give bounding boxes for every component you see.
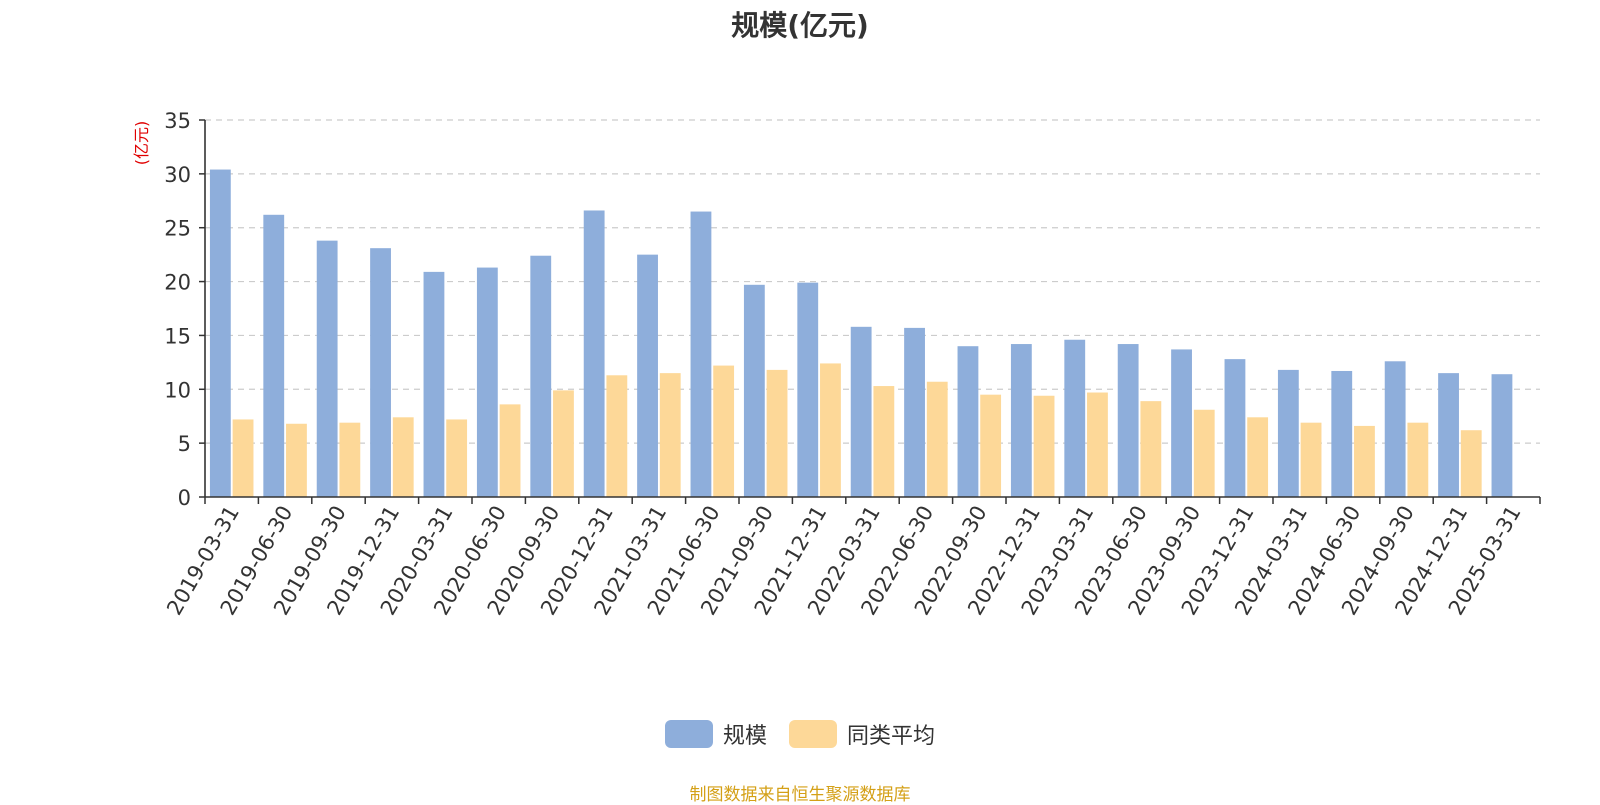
- bar-average[interactable]: [232, 419, 254, 497]
- y-tick-label: 35: [164, 109, 191, 133]
- bar-scale[interactable]: [743, 284, 765, 497]
- bar-scale[interactable]: [530, 255, 552, 497]
- bar-scale[interactable]: [637, 254, 658, 497]
- bar-scale[interactable]: [1438, 373, 1459, 497]
- bar-average[interactable]: [1193, 409, 1215, 497]
- legend-label-scale: 规模: [722, 724, 767, 749]
- legend-swatch-average: [789, 720, 837, 748]
- bar-scale[interactable]: [957, 346, 979, 497]
- y-tick-label: 30: [164, 163, 191, 187]
- bar-scale[interactable]: [1010, 344, 1032, 497]
- bar-average[interactable]: [286, 423, 307, 497]
- bar-scale[interactable]: [1277, 369, 1299, 497]
- y-tick-label: 25: [164, 217, 191, 241]
- legend-item-average[interactable]: 同类平均: [789, 718, 935, 750]
- bar-scale[interactable]: [423, 271, 445, 497]
- bar-average[interactable]: [1087, 392, 1108, 497]
- y-tick-label: 20: [164, 271, 191, 295]
- y-tick-label: 10: [164, 378, 191, 402]
- bar-average[interactable]: [766, 369, 788, 497]
- bar-scale[interactable]: [583, 210, 605, 498]
- bars: [209, 169, 1513, 498]
- legend-swatch-scale: [664, 720, 713, 748]
- bar-scale[interactable]: [263, 214, 285, 497]
- legend-label-average: 同类平均: [847, 724, 936, 749]
- bar-average[interactable]: [553, 390, 574, 497]
- bar-average[interactable]: [1247, 417, 1269, 497]
- bar-chart: 051015202530352019-03-312019-06-302019-0…: [132, 109, 1541, 619]
- bar-scale[interactable]: [1384, 361, 1406, 497]
- bar-average[interactable]: [659, 373, 681, 497]
- bar-average[interactable]: [1354, 425, 1375, 497]
- bar-average[interactable]: [713, 365, 735, 497]
- y-tick-label: 0: [178, 486, 191, 510]
- bar-average[interactable]: [499, 404, 521, 497]
- bar-average[interactable]: [606, 375, 628, 497]
- bar-scale[interactable]: [850, 326, 872, 497]
- legend-item-scale[interactable]: 规模: [664, 718, 767, 750]
- bar-average[interactable]: [339, 422, 361, 497]
- bar-scale[interactable]: [370, 248, 391, 497]
- bar-average[interactable]: [1300, 422, 1322, 497]
- bar-average[interactable]: [1460, 430, 1482, 497]
- bar-average[interactable]: [392, 417, 414, 497]
- bar-scale[interactable]: [904, 327, 925, 497]
- bar-scale[interactable]: [476, 267, 498, 497]
- y-tick-label: 15: [164, 324, 191, 348]
- bar-scale[interactable]: [690, 211, 712, 498]
- bar-average[interactable]: [873, 386, 895, 497]
- y-axis-label: (亿元): [132, 121, 151, 166]
- bar-average[interactable]: [1140, 401, 1162, 497]
- bar-scale[interactable]: [1064, 339, 1086, 497]
- bar-scale[interactable]: [1224, 359, 1246, 497]
- bar-average[interactable]: [926, 381, 948, 497]
- bar-scale[interactable]: [1331, 370, 1353, 497]
- bar-average[interactable]: [980, 394, 1002, 497]
- source-note: 制图数据来自恒生聚源数据库: [689, 785, 911, 805]
- bar-average[interactable]: [446, 419, 468, 497]
- bar-scale[interactable]: [1171, 349, 1192, 497]
- bar-scale[interactable]: [316, 240, 338, 497]
- bar-average[interactable]: [820, 363, 841, 497]
- bar-average[interactable]: [1033, 395, 1055, 497]
- bar-scale[interactable]: [1117, 344, 1139, 497]
- legend: 规模 同类平均: [0, 718, 1600, 750]
- bar-scale[interactable]: [797, 282, 819, 497]
- y-tick-label: 5: [178, 432, 191, 456]
- bar-scale[interactable]: [1491, 374, 1513, 497]
- bar-scale[interactable]: [209, 169, 231, 497]
- chart-title: 规模(亿元): [731, 9, 869, 42]
- bar-average[interactable]: [1407, 422, 1429, 497]
